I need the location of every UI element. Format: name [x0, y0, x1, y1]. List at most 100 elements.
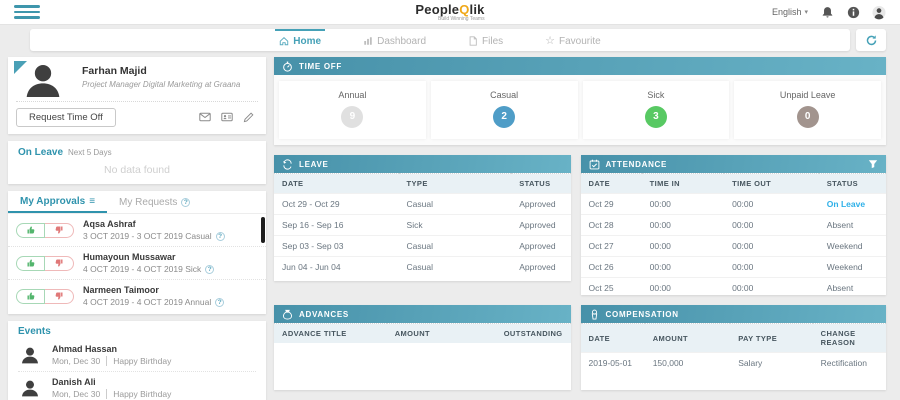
table-cell: Oct 27	[580, 235, 642, 257]
logo-text: People	[415, 1, 460, 17]
approval-detail: 4 OCT 2019 - 4 OCT 2019 Annual ?	[83, 297, 225, 307]
approve-button[interactable]	[16, 255, 45, 271]
language-selector[interactable]: English ▾	[772, 7, 808, 17]
info-icon[interactable]	[846, 5, 860, 19]
time-off-cards: Annual 9 Casual 2 Sick 3 Unpaid Lea	[274, 75, 886, 145]
table-cell: Salary	[730, 352, 813, 373]
person-silhouette-icon	[22, 347, 38, 364]
file-icon	[469, 36, 477, 46]
column-header: STATUS	[511, 173, 571, 194]
thumbs-down-icon	[55, 226, 63, 234]
menu-icon[interactable]	[14, 5, 40, 19]
leave-icon	[283, 158, 292, 170]
tab-files[interactable]: Files	[464, 29, 507, 51]
logo-text-end: lik	[469, 1, 485, 17]
column-header: TYPE	[398, 173, 512, 194]
table-cell: Oct 28	[580, 214, 642, 236]
money-bag-icon	[283, 309, 292, 320]
event-label: Happy Birthday	[106, 356, 171, 366]
language-label: English	[771, 7, 802, 17]
leave-type-label: Sick	[647, 90, 665, 100]
table-cell: Rectification	[812, 352, 886, 373]
employee-title: Project Manager Digital Marketing at Gra…	[82, 80, 241, 89]
help-icon[interactable]: ?	[215, 231, 225, 241]
table-header-row: DATE TIME IN TIME OUT STATUS	[580, 173, 886, 194]
tab-label: Files	[482, 35, 504, 47]
filter-icon[interactable]	[868, 159, 878, 169]
table-row: Oct 26 00:00 00:00 Weekend	[580, 256, 886, 278]
refresh-button[interactable]	[856, 29, 886, 51]
table-cell: Weekend	[818, 256, 886, 278]
help-icon[interactable]: ?	[205, 264, 215, 274]
approve-button[interactable]	[16, 288, 45, 304]
table-cell: Casual	[398, 193, 512, 215]
approval-date-range: 4 OCT 2019 - 4 OCT 2019 Sick	[83, 264, 202, 274]
tab-favourite[interactable]: ☆ Favourite	[541, 29, 605, 51]
column-header: TIME OUT	[724, 173, 819, 194]
column-header: DATE	[274, 173, 399, 194]
chevron-down-icon: ▾	[804, 9, 808, 16]
table-cell: Sep 03 - Sep 03	[274, 235, 399, 257]
time-off-card[interactable]: Casual 2	[430, 81, 578, 139]
tab-my-requests[interactable]: My Requests ?	[107, 191, 202, 213]
approval-requester-name: Aqsa Ashraf	[83, 219, 136, 229]
table-cell: 00:00	[641, 235, 725, 257]
refresh-icon	[866, 34, 876, 45]
leave-table: DATE TYPE STATUS Oct 29 - Oct 29 Casual Appr…	[274, 173, 571, 277]
approval-requester-name: Humayoun Mussawar	[83, 252, 176, 262]
compensation-table: DATE AMOUNT PAY TYPE CHANGE REASON 2019-05-…	[580, 323, 886, 373]
request-time-off-button[interactable]: Request Time Off	[16, 108, 116, 127]
id-card-icon[interactable]	[221, 112, 233, 123]
column-header: ADVANCE TITLE	[274, 323, 387, 343]
leave-type-label: Casual	[490, 90, 519, 100]
table-cell: Jun 04 - Jun 04	[274, 256, 399, 277]
column-header: OUTSTANDING	[487, 323, 571, 343]
envelope-icon[interactable]	[199, 112, 211, 123]
approval-row: Aqsa Ashraf 3 OCT 2019 - 3 OCT 2019 Casu…	[8, 214, 266, 247]
approval-requester-name: Narmeen Taimoor	[83, 285, 159, 295]
pencil-icon[interactable]	[243, 112, 254, 123]
table-cell: Weekend	[818, 235, 886, 257]
advances-table: ADVANCE TITLE AMOUNT OUTSTANDING	[274, 323, 571, 343]
chart-icon	[364, 37, 372, 45]
time-off-card[interactable]: Sick 3	[582, 81, 730, 139]
table-cell: Sep 16 - Sep 16	[274, 214, 399, 236]
table-cell: 2019-05-01	[580, 352, 645, 373]
event-date: Mon, Dec 30	[52, 389, 101, 399]
approval-date-range: 4 OCT 2019 - 4 OCT 2019 Annual	[83, 297, 212, 307]
table-cell: Approved	[511, 235, 571, 257]
help-icon[interactable]: ?	[215, 297, 225, 307]
table-header-row: ADVANCE TITLE AMOUNT OUTSTANDING	[274, 323, 571, 343]
user-avatar-icon[interactable]	[872, 5, 886, 19]
tab-my-approvals[interactable]: My Approvals ≡	[8, 191, 108, 213]
reject-button[interactable]	[45, 288, 74, 304]
table-cell: 00:00	[641, 214, 725, 236]
table-cell: On Leave	[818, 193, 886, 215]
table-row: Sep 16 - Sep 16 Sick Approved	[274, 214, 571, 236]
table-cell: Casual	[398, 235, 512, 257]
table-cell: Casual	[398, 256, 512, 277]
column-header: DATE	[580, 323, 645, 353]
top-header: PeopleQlik Build Winning Teams English ▾	[0, 0, 900, 25]
compensation-panel: COMPENSATION DATE AMOUNT PAY TYPE CHANGE RE…	[580, 305, 886, 390]
event-date: Mon, Dec 30	[52, 356, 101, 366]
event-label: Happy Birthday	[106, 389, 171, 399]
approval-detail: 4 OCT 2019 - 4 OCT 2019 Sick ?	[83, 264, 215, 274]
profile-card: Farhan Majid Project Manager Digital Mar…	[8, 57, 266, 134]
left-sidebar: Farhan Majid Project Manager Digital Mar…	[8, 57, 266, 400]
panel-title: ATTENDANCE	[605, 159, 668, 169]
table-cell: Sick	[398, 214, 512, 236]
tab-dashboard[interactable]: Dashboard	[359, 29, 430, 51]
time-off-card[interactable]: Annual 9	[279, 81, 426, 139]
tab-home[interactable]: Home	[275, 29, 326, 51]
scrollbar-thumb[interactable]	[261, 217, 265, 243]
time-off-card[interactable]: Unpaid Leave 0	[734, 81, 881, 139]
approve-button[interactable]	[16, 222, 45, 238]
reject-button[interactable]	[45, 222, 74, 238]
bell-icon[interactable]	[820, 5, 834, 19]
leave-balance-badge: 0	[796, 106, 819, 128]
thumbs-up-icon	[27, 226, 34, 234]
column-header: PAY TYPE	[730, 323, 813, 353]
thumbs-up-icon	[27, 259, 34, 267]
reject-button[interactable]	[45, 255, 74, 271]
